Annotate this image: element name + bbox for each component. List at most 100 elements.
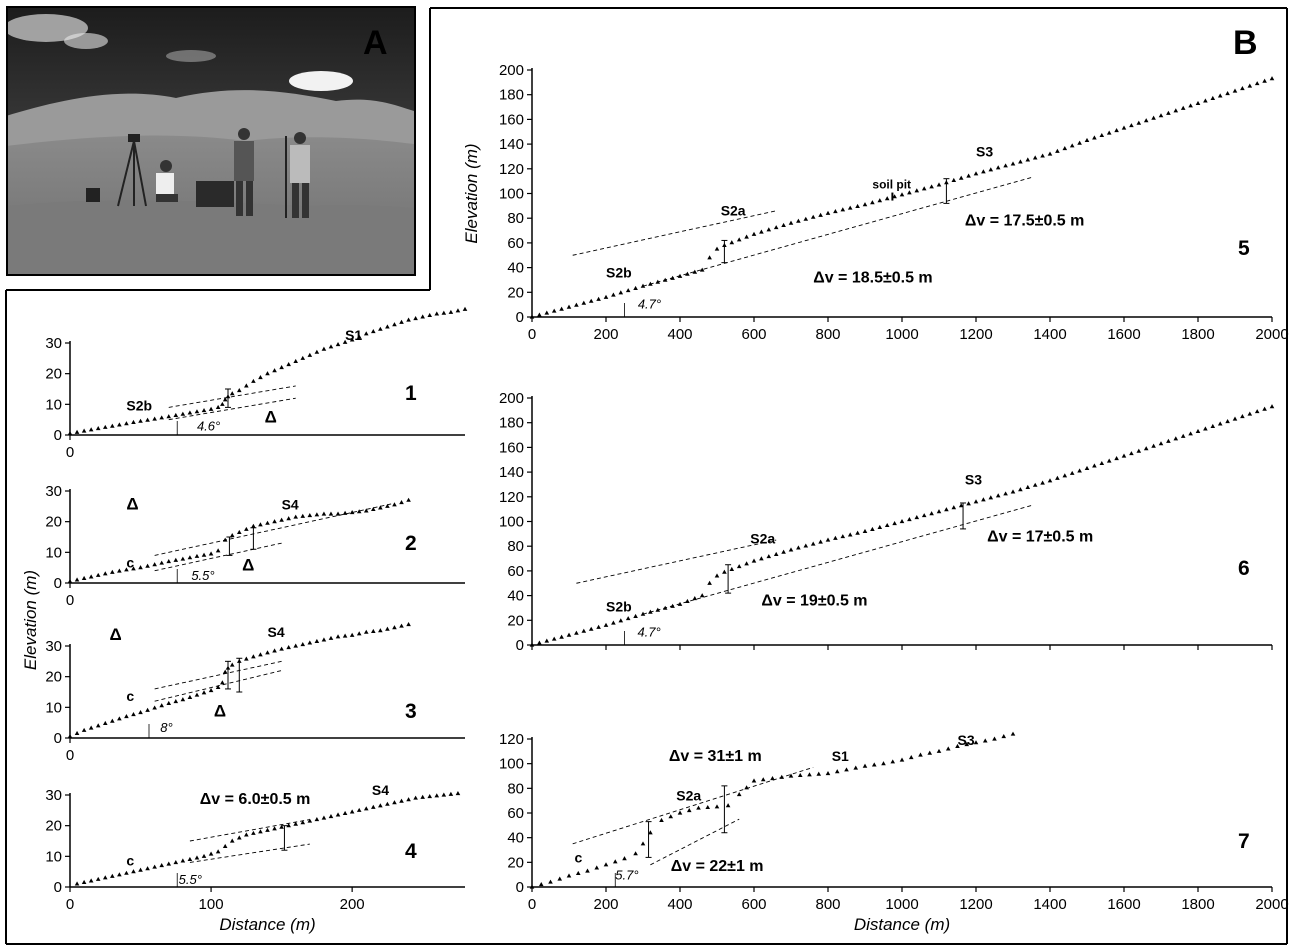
data-point-1 bbox=[363, 331, 369, 336]
data-point-6 bbox=[1032, 482, 1038, 487]
reference-line-2 bbox=[154, 502, 395, 556]
x-tick-label-4: 100 bbox=[199, 896, 224, 913]
data-point-1 bbox=[220, 401, 225, 406]
data-point-7 bbox=[927, 750, 933, 755]
data-point-5 bbox=[1136, 120, 1142, 125]
data-point-5 bbox=[1158, 113, 1164, 118]
data-point-6 bbox=[884, 522, 890, 528]
y-tick-label-6: 160 bbox=[499, 439, 524, 456]
data-point-6 bbox=[611, 620, 616, 625]
data-point-5 bbox=[1084, 137, 1090, 142]
data-point-3 bbox=[67, 733, 73, 739]
data-point-5 bbox=[707, 255, 712, 260]
data-point-6 bbox=[603, 622, 609, 627]
data-point-6 bbox=[581, 628, 587, 633]
data-point-6 bbox=[1158, 441, 1164, 446]
data-point-1 bbox=[314, 349, 320, 354]
x-tick-label-5: 1200 bbox=[959, 326, 992, 343]
y-tick-label-7: 20 bbox=[507, 854, 524, 871]
data-point-5 bbox=[877, 198, 883, 203]
panel-number-1: 1 bbox=[405, 382, 417, 405]
data-point-5 bbox=[1106, 130, 1112, 135]
data-point-6 bbox=[633, 613, 638, 618]
x-tick-label-2: 0 bbox=[66, 592, 74, 609]
data-point-2 bbox=[300, 513, 306, 518]
data-point-7 bbox=[648, 830, 653, 835]
data-point-1 bbox=[194, 409, 200, 414]
data-point-4 bbox=[180, 858, 186, 863]
data-point-4 bbox=[286, 823, 291, 828]
data-point-7 bbox=[686, 808, 692, 813]
data-point-4 bbox=[110, 873, 115, 878]
data-point-5 bbox=[929, 184, 934, 189]
data-point-5 bbox=[1143, 118, 1149, 123]
data-point-5 bbox=[1262, 78, 1267, 83]
data-point-7 bbox=[548, 879, 553, 884]
x-tick-label-5: 1400 bbox=[1033, 326, 1066, 343]
data-point-2 bbox=[180, 556, 186, 561]
annotation-6: Δv = 17±0.5 m bbox=[987, 528, 1093, 545]
x-tick-label-7: 1600 bbox=[1107, 896, 1140, 913]
data-point-3 bbox=[220, 680, 225, 685]
data-point-6 bbox=[1084, 465, 1090, 470]
data-point-5 bbox=[870, 200, 875, 205]
annotation-1: S1 bbox=[345, 327, 362, 343]
annotation-4: 5.5° bbox=[179, 872, 202, 887]
chart-2: 0 10 20 30 0 2 c S4 Δ Δ 5.5° bbox=[45, 483, 465, 609]
reference-line-4 bbox=[189, 819, 310, 842]
data-point-2 bbox=[399, 500, 404, 505]
data-point-1 bbox=[335, 342, 341, 347]
data-point-6 bbox=[1018, 487, 1023, 492]
data-point-6 bbox=[551, 636, 557, 641]
data-point-5 bbox=[803, 216, 809, 221]
annotation-4: c bbox=[126, 853, 134, 869]
data-point-2 bbox=[328, 511, 334, 516]
data-point-5 bbox=[611, 292, 616, 297]
data-point-7 bbox=[973, 740, 979, 745]
data-point-4 bbox=[455, 790, 461, 796]
data-point-7 bbox=[862, 763, 868, 768]
annotation-2: Δ bbox=[242, 556, 254, 575]
data-point-6 bbox=[574, 630, 579, 635]
data-point-1 bbox=[385, 324, 390, 329]
data-point-2 bbox=[215, 548, 221, 553]
data-point-5 bbox=[1010, 161, 1016, 166]
data-point-5 bbox=[1225, 90, 1230, 96]
data-point-5 bbox=[1269, 76, 1275, 81]
data-point-7 bbox=[659, 817, 664, 822]
data-point-1 bbox=[349, 337, 355, 342]
data-point-2 bbox=[293, 514, 299, 519]
panel-letter-b: B bbox=[1233, 24, 1258, 62]
data-point-2 bbox=[152, 562, 157, 567]
data-point-1 bbox=[159, 415, 164, 420]
data-point-1 bbox=[265, 371, 270, 376]
data-point-6 bbox=[529, 642, 535, 647]
data-point-7 bbox=[736, 792, 742, 797]
data-point-3 bbox=[251, 654, 256, 659]
data-point-1 bbox=[427, 312, 433, 317]
y-tick-label-7: 100 bbox=[499, 756, 524, 773]
data-point-3 bbox=[180, 697, 186, 702]
data-point-6 bbox=[1180, 433, 1186, 438]
data-point-2 bbox=[363, 508, 369, 513]
data-point-3 bbox=[328, 635, 334, 640]
y-tick-label-5: 40 bbox=[507, 260, 524, 277]
y-tick-label-6: 140 bbox=[499, 464, 524, 481]
data-point-5 bbox=[618, 290, 624, 295]
data-point-6 bbox=[810, 541, 816, 546]
data-point-5 bbox=[1040, 153, 1045, 158]
reference-line-1 bbox=[168, 385, 296, 408]
x-tick-label-7: 200 bbox=[593, 896, 618, 913]
data-point-3 bbox=[265, 650, 270, 655]
x-tick-label-3: 0 bbox=[66, 747, 74, 764]
data-point-1 bbox=[208, 406, 214, 411]
data-point-1 bbox=[131, 419, 136, 425]
data-point-7 bbox=[982, 738, 988, 743]
annotation-1: 4.6° bbox=[197, 418, 220, 433]
data-point-3 bbox=[102, 720, 108, 726]
data-point-5 bbox=[729, 240, 735, 245]
data-point-6 bbox=[1003, 491, 1008, 496]
data-point-6 bbox=[537, 640, 542, 645]
data-point-6 bbox=[744, 561, 749, 566]
data-point-6 bbox=[796, 545, 801, 550]
